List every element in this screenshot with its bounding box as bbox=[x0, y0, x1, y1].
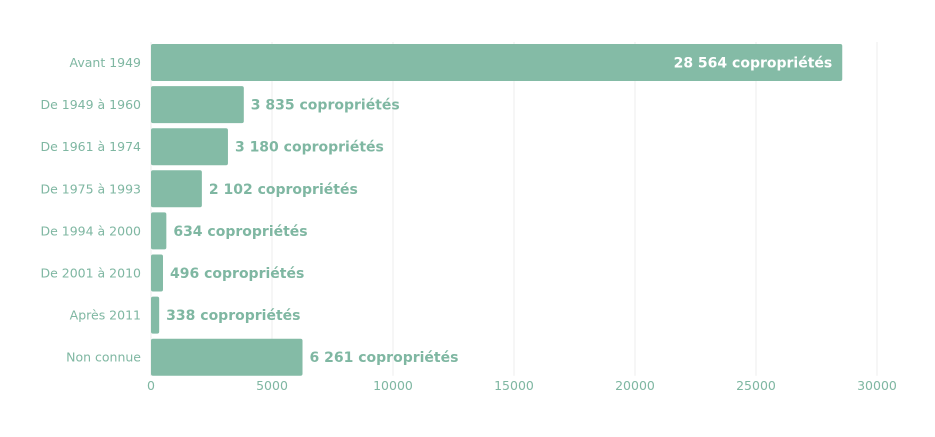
x-tick-label: 25000 bbox=[736, 378, 776, 393]
data-label: 634 copropriétés bbox=[173, 224, 307, 240]
x-tick-label: 0 bbox=[147, 378, 155, 393]
x-tick-label: 30000 bbox=[857, 378, 897, 393]
grid-lines bbox=[150, 42, 878, 376]
data-labels: 28 564 copropriétés 3 835 copropriétés 3 1… bbox=[166, 56, 832, 367]
category-label: Après 2011 bbox=[70, 308, 141, 323]
bar bbox=[151, 338, 303, 376]
x-tick-label: 5000 bbox=[256, 378, 288, 393]
data-label: 3 180 copropriétés bbox=[235, 140, 384, 156]
category-label: Non connue bbox=[66, 350, 141, 365]
bar bbox=[151, 86, 244, 124]
data-label: 6 261 copropriétés bbox=[310, 350, 459, 366]
data-label: 28 564 copropriétés bbox=[674, 56, 833, 72]
category-label: Avant 1949 bbox=[70, 55, 142, 70]
category-label: De 1949 à 1960 bbox=[40, 97, 141, 112]
bar bbox=[151, 254, 164, 292]
bar bbox=[151, 128, 228, 166]
category-label: De 1994 à 2000 bbox=[40, 223, 141, 238]
x-axis-ticks: 0 5000 10000 15000 20000 25000 30000 bbox=[147, 378, 897, 393]
x-tick-label: 20000 bbox=[615, 378, 655, 393]
category-label: De 1975 à 1993 bbox=[40, 181, 141, 196]
data-label: 496 copropriétés bbox=[170, 266, 304, 282]
category-label: De 1961 à 1974 bbox=[40, 139, 141, 154]
data-label: 338 copropriétés bbox=[166, 308, 300, 324]
x-tick-label: 15000 bbox=[494, 378, 534, 393]
bar bbox=[151, 170, 202, 208]
category-label: De 2001 à 2010 bbox=[40, 266, 141, 281]
bar bbox=[151, 212, 167, 250]
x-tick-label: 10000 bbox=[373, 378, 413, 393]
bars bbox=[151, 44, 843, 376]
data-label: 2 102 copropriétés bbox=[209, 182, 358, 198]
bar bbox=[151, 296, 160, 334]
bar bbox=[151, 44, 843, 81]
category-labels: Avant 1949 De 1949 à 1960 De 1961 à 1974 De… bbox=[40, 55, 141, 365]
data-label: 3 835 copropriétés bbox=[251, 98, 400, 114]
